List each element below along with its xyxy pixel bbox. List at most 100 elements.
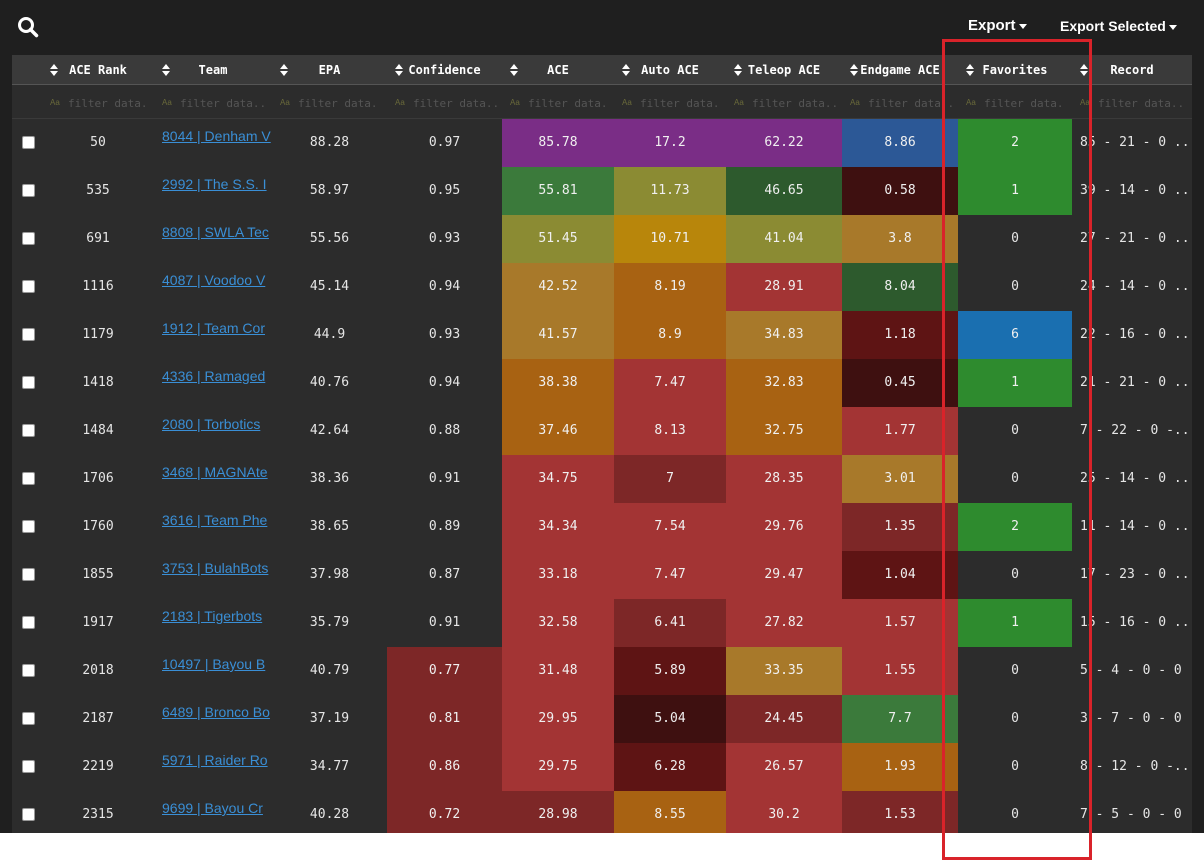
table-row[interactable]: 535 2992 | The S.S. I 58.97 0.95 55.81 11.73 4…	[12, 167, 1192, 215]
sort-icon[interactable]	[850, 64, 858, 76]
column-header-ace[interactable]: ACE	[502, 55, 614, 85]
row-select-checkbox[interactable]	[22, 136, 35, 149]
sort-icon[interactable]	[510, 64, 518, 76]
column-header-label: Endgame ACE	[860, 63, 940, 77]
filter-input-epa[interactable]	[272, 93, 387, 113]
table-row[interactable]: 1706 3468 | MAGNAte 38.36 0.91 34.75 7 28.35 3.…	[12, 455, 1192, 503]
team-link[interactable]: 1912 | Team Cor	[162, 320, 265, 336]
table-row[interactable]: 1418 4336 | Ramaged 40.76 0.94 38.38 7.47 32.8…	[12, 359, 1192, 407]
column-header-epa[interactable]: EPA	[272, 55, 387, 85]
team-link[interactable]: 3616 | Team Phe	[162, 512, 268, 528]
cell-rank: 535	[86, 183, 110, 198]
cell-team: 6489 | Bronco Bo	[154, 695, 272, 743]
table-row[interactable]: 2219 5971 | Raider Ro 34.77 0.86 29.75 6.28 26…	[12, 743, 1192, 791]
column-header-rank[interactable]: ACE Rank	[42, 55, 154, 85]
table-row[interactable]: 2018 10497 | Bayou B 40.79 0.77 31.48 5.89 33.…	[12, 647, 1192, 695]
cell-confidence: 0.77	[387, 647, 502, 695]
row-select-checkbox[interactable]	[22, 520, 35, 533]
table-row[interactable]: 1855 3753 | BulahBots 37.98 0.87 33.18 7.47 29…	[12, 551, 1192, 599]
team-link[interactable]: 4336 | Ramaged	[162, 368, 266, 384]
row-select-checkbox[interactable]	[22, 328, 35, 341]
filter-input-favorites[interactable]	[958, 93, 1072, 113]
table-row[interactable]: 1484 2080 | Torbotics 42.64 0.88 37.46 8.13 32…	[12, 407, 1192, 455]
export-dropdown-button[interactable]: Export	[968, 17, 1027, 39]
column-header-label: Favorites	[982, 63, 1048, 77]
cell-endgame: 3.8	[842, 215, 958, 263]
team-link[interactable]: 2183 | Tigerbots	[162, 608, 263, 624]
team-link[interactable]: 10497 | Bayou B	[162, 656, 266, 672]
cell-confidence: 0.87	[428, 567, 461, 582]
cell-teleop: 27.82	[726, 599, 842, 647]
team-link[interactable]: 8044 | Denham V	[162, 128, 271, 144]
team-link[interactable]: 5971 | Raider Ro	[162, 752, 268, 768]
column-header-auto[interactable]: Auto ACE	[614, 55, 726, 85]
filter-input-confidence[interactable]	[387, 93, 502, 113]
row-select-checkbox[interactable]	[22, 280, 35, 293]
column-header-teleop[interactable]: Teleop ACE	[726, 55, 842, 85]
cell-rank: 50	[90, 135, 106, 150]
filter-input-teleop[interactable]	[726, 93, 842, 113]
cell-ace: 34.34	[502, 503, 614, 551]
column-header-favorites[interactable]: Favorites	[958, 55, 1072, 85]
column-header-label: EPA	[318, 63, 341, 77]
row-select-checkbox[interactable]	[22, 568, 35, 581]
team-link[interactable]: 2080 | Torbotics	[162, 416, 261, 432]
row-select-checkbox[interactable]	[22, 232, 35, 245]
filter-input-record[interactable]	[1072, 93, 1192, 113]
row-select-checkbox[interactable]	[22, 808, 35, 821]
sort-icon[interactable]	[162, 64, 170, 76]
table-row[interactable]: 1116 4087 | Voodoo V 45.14 0.94 42.52 8.19 28.…	[12, 263, 1192, 311]
row-select-checkbox[interactable]	[22, 376, 35, 389]
team-link[interactable]: 9699 | Bayou Cr	[162, 800, 263, 816]
table-row[interactable]: 50 8044 | Denham V 88.28 0.97 85.78 17.2 62.22…	[12, 119, 1192, 167]
row-select-checkbox[interactable]	[22, 760, 35, 773]
column-header-endgame[interactable]: Endgame ACE	[842, 55, 958, 85]
team-link[interactable]: 3468 | MAGNAte	[162, 464, 268, 480]
search-icon[interactable]	[17, 16, 41, 40]
cell-confidence: 0.81	[387, 695, 502, 743]
team-link[interactable]: 8808 | SWLA Tec	[162, 224, 269, 240]
sort-icon[interactable]	[1080, 64, 1088, 76]
sort-icon[interactable]	[622, 64, 630, 76]
row-select-checkbox[interactable]	[22, 472, 35, 485]
sort-icon[interactable]	[966, 64, 974, 76]
table-row[interactable]: 2187 6489 | Bronco Bo 37.19 0.81 29.95 5.04 24…	[12, 695, 1192, 743]
row-select-checkbox[interactable]	[22, 664, 35, 677]
cell-ace: 55.81	[502, 167, 614, 215]
filter-input-ace[interactable]	[502, 93, 614, 113]
cell-ace: 32.58	[502, 599, 614, 647]
sort-icon[interactable]	[280, 64, 288, 76]
team-link[interactable]: 3753 | BulahBots	[162, 560, 269, 576]
filter-input-endgame[interactable]	[842, 93, 958, 113]
filter-input-auto[interactable]	[614, 93, 726, 113]
cell-favorites: 0	[1011, 663, 1019, 678]
cell-endgame: 1.57	[842, 599, 958, 647]
column-header-label: Record	[1110, 63, 1154, 77]
row-select-checkbox[interactable]	[22, 184, 35, 197]
filter-input-team[interactable]	[154, 93, 272, 113]
row-select-checkbox[interactable]	[22, 712, 35, 725]
cell-rank: 2219	[82, 759, 114, 774]
column-header-record[interactable]: Record	[1072, 55, 1192, 85]
row-select-checkbox[interactable]	[22, 616, 35, 629]
cell-auto: 5.89	[614, 647, 726, 695]
table-row[interactable]: 1179 1912 | Team Cor 44.9 0.93 41.57 8.9 34.83…	[12, 311, 1192, 359]
table-row[interactable]: 1760 3616 | Team Phe 38.65 0.89 34.34 7.54 29.…	[12, 503, 1192, 551]
sort-icon[interactable]	[50, 64, 58, 76]
table-row[interactable]: 2315 9699 | Bayou Cr 40.28 0.72 28.98 8.55 30.…	[12, 791, 1192, 833]
team-link[interactable]: 4087 | Voodoo V	[162, 272, 266, 288]
filter-input-rank[interactable]	[42, 93, 154, 113]
table-row[interactable]: 691 8808 | SWLA Tec 55.56 0.93 51.45 10.71 41.…	[12, 215, 1192, 263]
sort-icon[interactable]	[395, 64, 403, 76]
sort-icon[interactable]	[734, 64, 742, 76]
column-header-confidence[interactable]: Confidence	[387, 55, 502, 85]
cell-rank: 1116	[82, 279, 114, 294]
row-select-checkbox[interactable]	[22, 424, 35, 437]
table-row[interactable]: 1917 2183 | Tigerbots 35.79 0.91 32.58 6.41 27…	[12, 599, 1192, 647]
cell-auto: 7.54	[614, 503, 726, 551]
team-link[interactable]: 2992 | The S.S. I	[162, 176, 267, 192]
column-header-team[interactable]: Team	[154, 55, 272, 85]
cell-ace: 28.98	[502, 791, 614, 833]
export-selected-dropdown-button[interactable]: Export Selected	[1060, 18, 1177, 40]
team-link[interactable]: 6489 | Bronco Bo	[162, 704, 270, 720]
